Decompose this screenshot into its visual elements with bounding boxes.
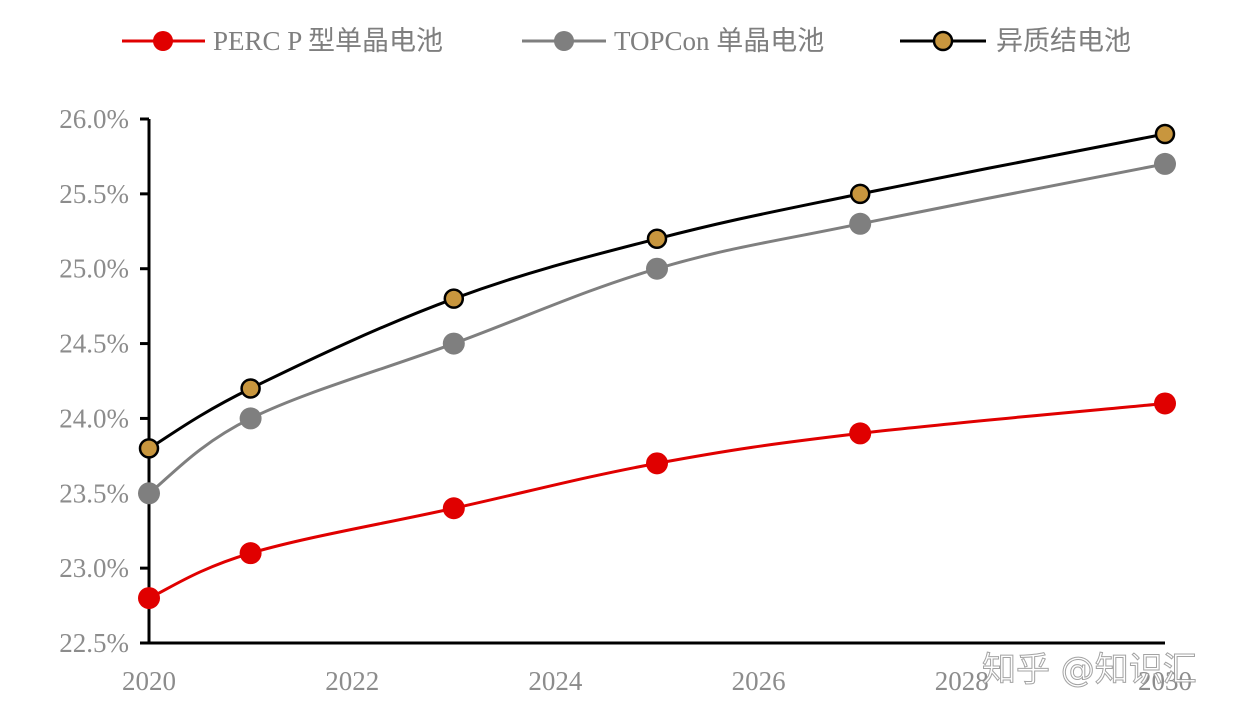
y-tick-label: 24.5% — [59, 329, 129, 359]
series-perc — [138, 392, 1176, 610]
y-tick-label: 22.5% — [59, 628, 129, 658]
x-tick-label: 2028 — [935, 666, 989, 696]
x-tick-label: 2020 — [122, 666, 176, 696]
data-point-marker — [1154, 123, 1176, 145]
watermark: 知乎 @知识汇 — [982, 650, 1197, 690]
y-axis: 22.5% 23.0% 23.5% 24.0% 24.5% 25.0% 25.5% 26.0% — [59, 104, 151, 658]
x-axis: 2020 2022 2024 2026 2028 2030 — [122, 641, 1192, 696]
series-hjt — [138, 123, 1176, 459]
data-point-marker — [442, 332, 465, 355]
data-point-marker — [646, 452, 668, 475]
data-point-marker — [239, 407, 262, 430]
data-point-marker — [240, 378, 261, 399]
legend-label-hjt: 异质结电池 — [996, 26, 1131, 56]
data-point-marker — [849, 183, 871, 205]
y-tick-label: 24.0% — [59, 403, 129, 433]
legend-marker-hjt-icon — [932, 30, 954, 52]
data-point-marker — [138, 482, 160, 505]
y-tick-label: 25.5% — [59, 179, 129, 209]
data-point-marker — [239, 542, 262, 565]
y-tick-label: 23.0% — [59, 553, 129, 583]
legend: PERC P 型单晶电池 TOPCon 单晶电池 异质结电池 — [122, 26, 1131, 56]
x-tick-label: 2030 — [1138, 666, 1192, 696]
series-line-topcon — [148, 162, 1166, 495]
data-point-marker — [849, 212, 872, 235]
legend-item-topcon: TOPCon 单晶电池 — [522, 26, 824, 56]
series-line-perc — [148, 401, 1166, 600]
legend-label-perc: PERC P 型单晶电池 — [213, 26, 443, 56]
y-tick-label: 25.0% — [59, 254, 129, 284]
series-lines — [138, 123, 1176, 610]
x-tick-label: 2024 — [528, 666, 583, 696]
legend-label-topcon: TOPCon 单晶电池 — [614, 26, 824, 56]
legend-marker-perc-icon — [153, 31, 173, 51]
data-point-marker — [1154, 152, 1176, 175]
series-line-hjt — [148, 132, 1166, 450]
y-tick-label: 23.5% — [59, 478, 129, 508]
data-point-marker — [442, 497, 465, 520]
legend-item-hjt: 异质结电池 — [900, 26, 1131, 56]
legend-marker-topcon-icon — [554, 31, 574, 51]
data-point-marker — [1154, 392, 1176, 415]
series-topcon — [138, 152, 1176, 505]
data-point-marker — [849, 422, 872, 445]
x-tick-label: 2022 — [325, 666, 379, 696]
legend-item-perc: PERC P 型单晶电池 — [122, 26, 443, 56]
y-tick-label: 26.0% — [59, 104, 129, 134]
data-point-marker — [138, 438, 160, 459]
data-point-marker — [646, 228, 668, 250]
data-point-marker — [443, 288, 465, 309]
x-tick-label: 2026 — [732, 666, 786, 696]
data-point-marker — [646, 257, 668, 280]
data-point-marker — [138, 587, 160, 610]
